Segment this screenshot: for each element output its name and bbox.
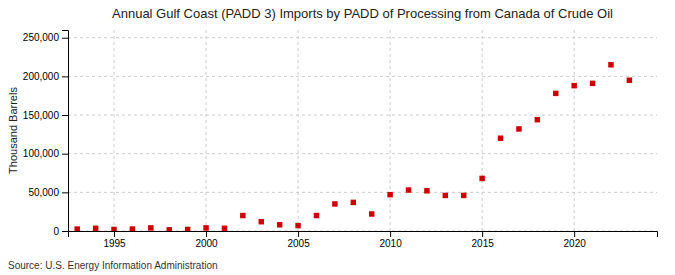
- grid-line-y: [68, 76, 657, 77]
- y-tick: 50,000: [28, 187, 68, 198]
- y-tick-mark: [62, 231, 68, 232]
- y-tick-mark: [62, 192, 68, 193]
- point: [148, 225, 153, 230]
- x-tick-label: 1995: [103, 238, 126, 249]
- y-tick-label: 250,000: [23, 32, 60, 43]
- x-tick: 2010: [379, 231, 402, 249]
- x-tick-label: 2005: [287, 238, 310, 249]
- x-tick-label: 2020: [564, 238, 587, 249]
- y-tick-label: 150,000: [23, 110, 60, 121]
- point: [130, 226, 135, 231]
- x-tick-mark: [298, 231, 299, 237]
- point: [387, 192, 392, 197]
- x-tick-label: 2000: [195, 238, 218, 249]
- y-tick-mark: [62, 115, 68, 116]
- y-tick-mark: [62, 38, 68, 39]
- x-tick: 1995: [103, 231, 126, 249]
- point: [351, 200, 356, 205]
- point: [74, 226, 79, 231]
- point: [369, 211, 374, 216]
- x-tick: 2005: [287, 231, 310, 249]
- grid-line-y: [68, 192, 657, 193]
- point: [461, 193, 466, 198]
- title: Annual Gulf Coast (PADD 3) Imports by PA…: [112, 6, 613, 21]
- point: [93, 226, 98, 231]
- source-note: Source: U.S. Energy Information Administ…: [8, 260, 218, 271]
- chart: 1995 2000 2005 2010 2015 2020 0 50,000 100,000 15…: [0, 0, 675, 275]
- grid-line-x: [390, 30, 391, 231]
- y-axis: 0 50,000 100,000 150,000 200,000 250,000: [23, 31, 69, 237]
- y-tick: 100,000: [23, 148, 68, 159]
- point: [314, 213, 319, 218]
- y-tick-mark: [62, 76, 68, 77]
- grid: [68, 30, 657, 231]
- y-tick-label: 100,000: [23, 148, 60, 159]
- y-axis-title: Thousand Barrels: [7, 87, 19, 174]
- point: [240, 213, 245, 218]
- point: [424, 188, 429, 193]
- point: [111, 227, 116, 231]
- point: [627, 78, 632, 83]
- y-tick: 150,000: [23, 110, 68, 121]
- points: [74, 62, 632, 231]
- y-axis-line: [62, 31, 69, 232]
- point: [479, 176, 484, 181]
- x-tick-label: 2010: [379, 238, 402, 249]
- point: [203, 225, 208, 230]
- y-tick: 200,000: [23, 71, 68, 82]
- point: [498, 135, 503, 140]
- point: [185, 227, 190, 231]
- grid-line-x: [206, 30, 207, 231]
- grid-line-x: [574, 30, 575, 231]
- y-tick-mark: [62, 154, 68, 155]
- grid-line-x: [114, 30, 115, 231]
- grid-line-y: [68, 115, 657, 116]
- x-axis: 1995 2000 2005 2010 2015 2020: [69, 231, 658, 249]
- x-tick: 2000: [195, 231, 218, 249]
- x-tick-mark: [482, 231, 483, 237]
- point: [332, 201, 337, 206]
- x-axis-line: [69, 232, 658, 238]
- grid-line-y: [68, 37, 657, 38]
- point: [259, 219, 264, 224]
- x-tick-mark: [390, 231, 391, 237]
- x-tick: 2015: [472, 231, 495, 249]
- point: [535, 117, 540, 122]
- point: [277, 222, 282, 227]
- x-tick-mark: [206, 231, 207, 237]
- point: [516, 126, 521, 131]
- plot-area: 1995 2000 2005 2010 2015 2020 0 50,000 100,000 15…: [23, 30, 658, 249]
- point: [590, 81, 595, 86]
- y-tick-label: 0: [53, 226, 59, 237]
- point: [553, 91, 558, 96]
- point: [222, 226, 227, 231]
- point: [443, 193, 448, 198]
- y-tick: 0: [53, 226, 68, 237]
- point: [406, 187, 411, 192]
- y-tick: 250,000: [23, 32, 68, 43]
- grid-line-y: [68, 153, 657, 154]
- point: [166, 227, 171, 231]
- x-tick-mark: [114, 231, 115, 237]
- x-tick: 2020: [564, 231, 587, 249]
- x-tick-mark: [574, 231, 575, 237]
- point: [295, 223, 300, 228]
- x-tick-label: 2015: [472, 238, 495, 249]
- point: [571, 83, 576, 88]
- y-tick-label: 200,000: [23, 71, 60, 82]
- grid-line-x: [298, 30, 299, 231]
- point: [608, 62, 613, 67]
- grid-line-x: [482, 30, 483, 231]
- y-tick-label: 50,000: [28, 187, 59, 198]
